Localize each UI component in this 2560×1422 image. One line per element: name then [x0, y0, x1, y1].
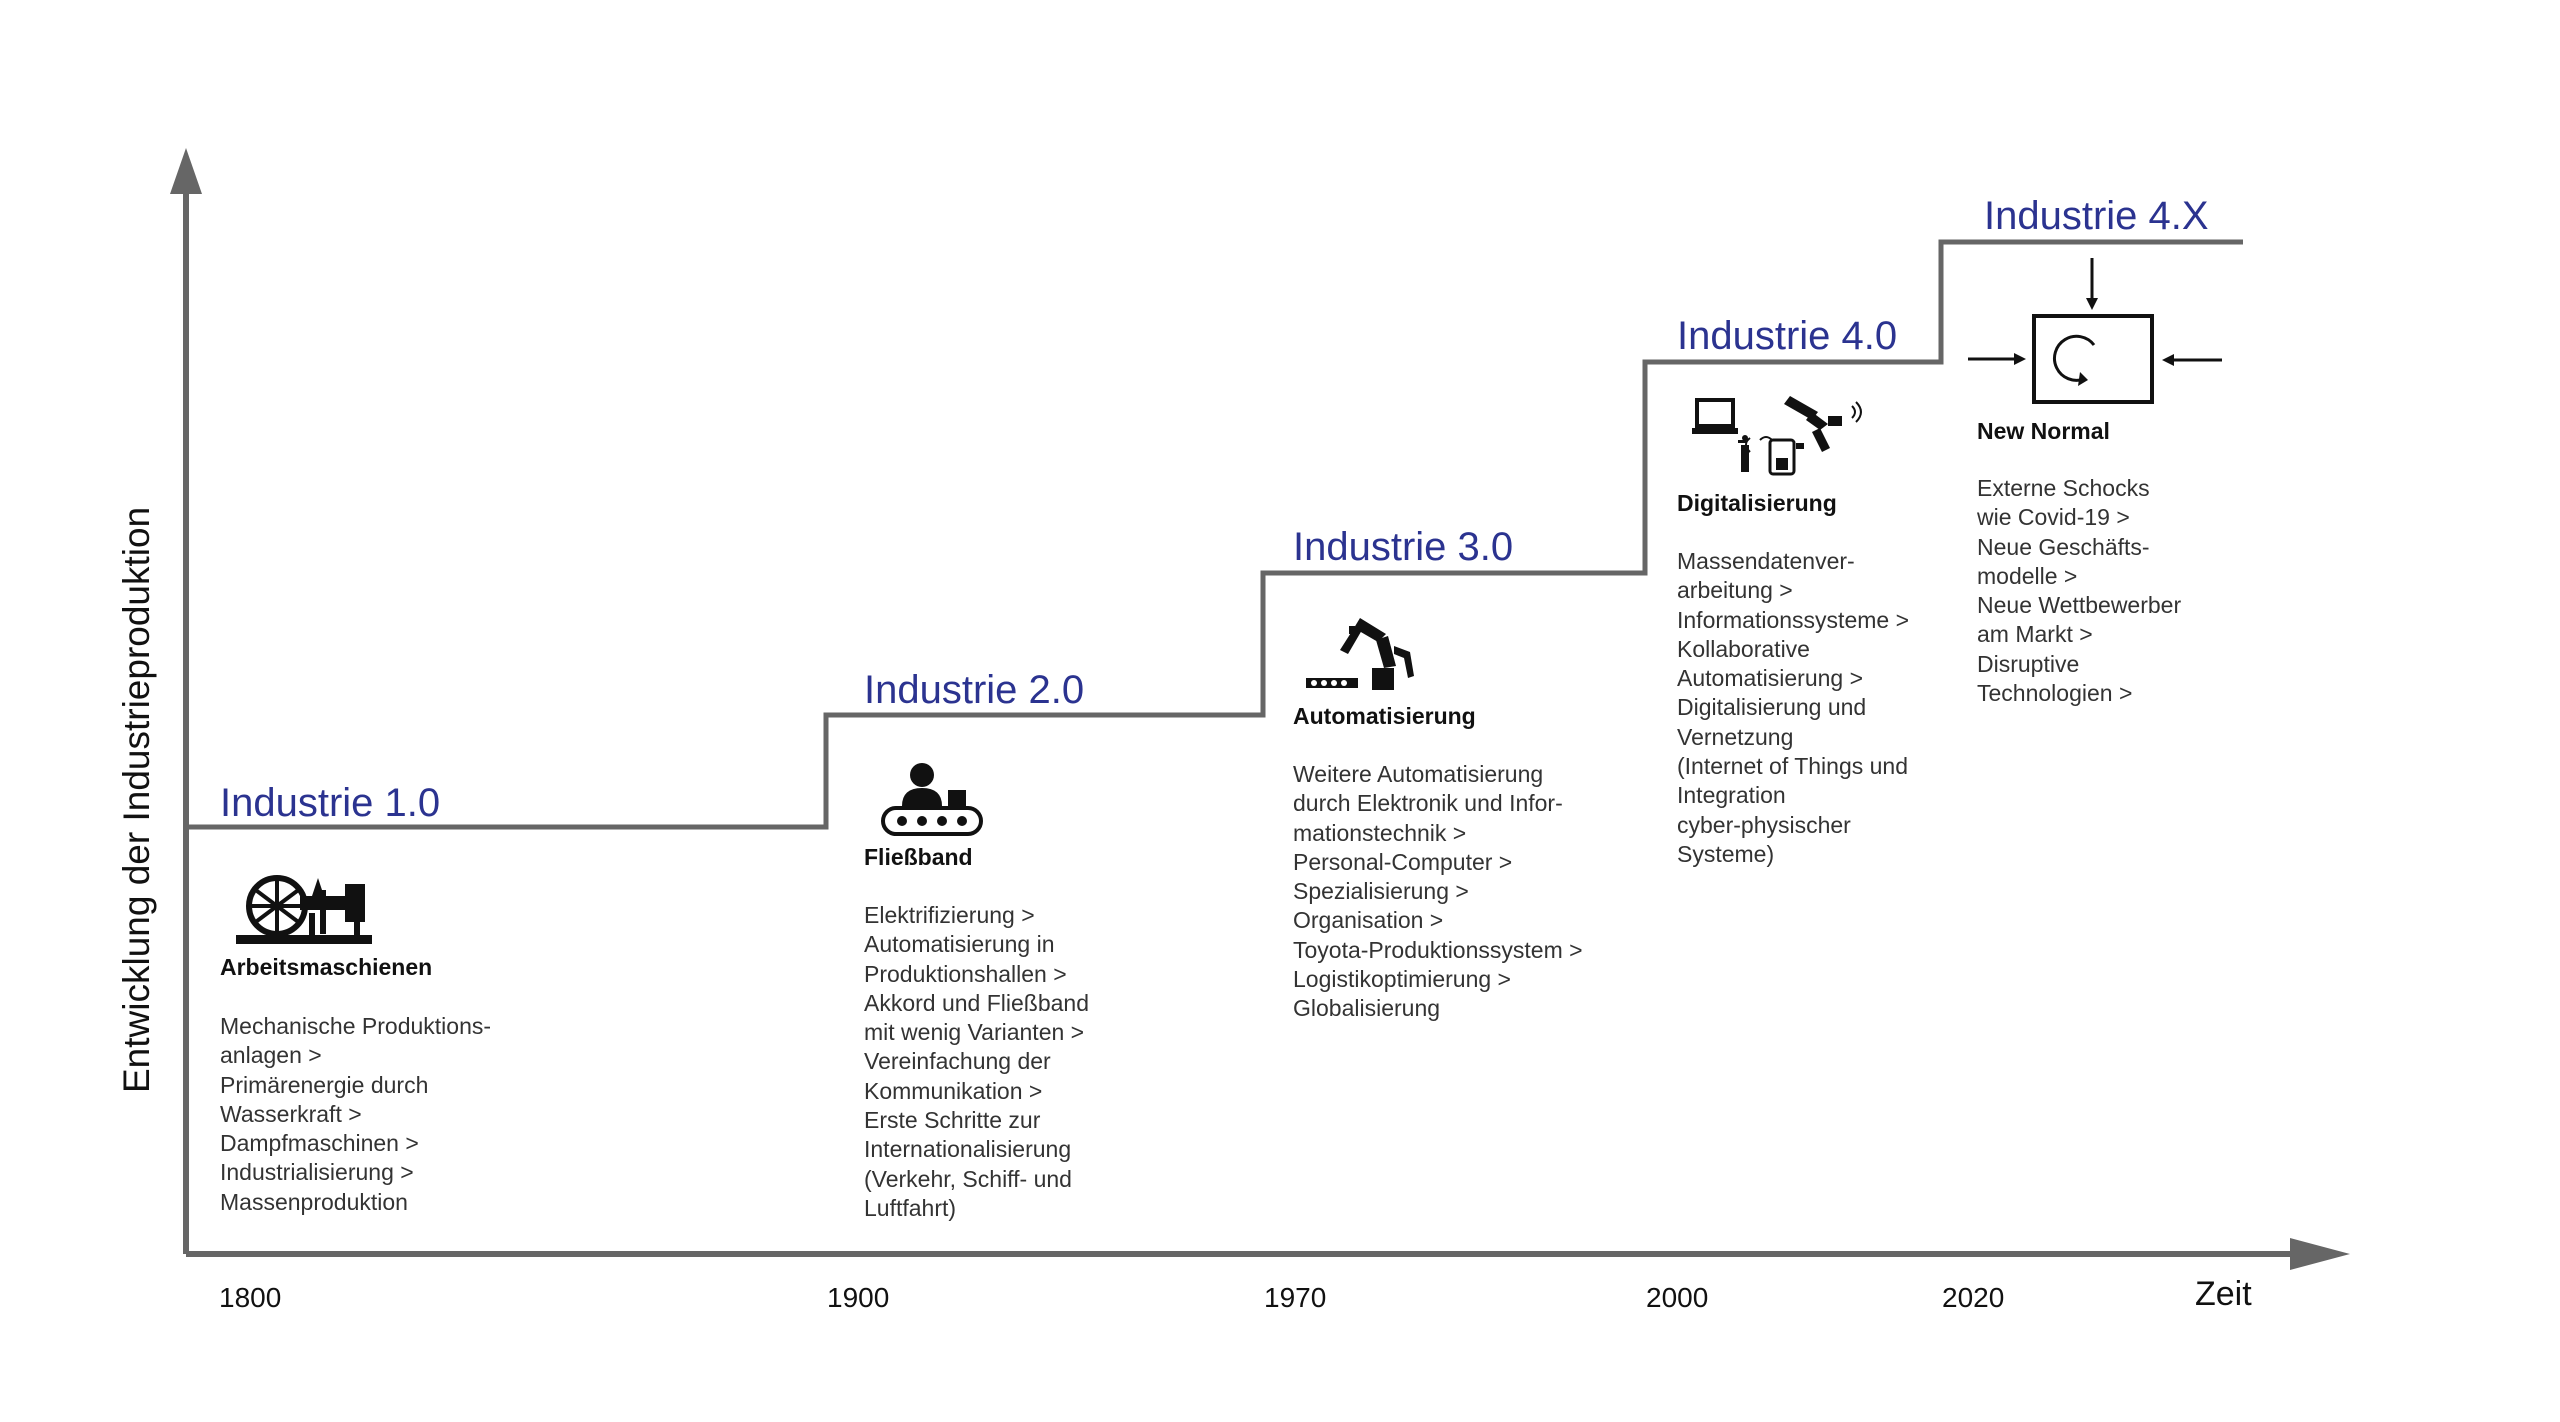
desc-line: Mechanische Produktions-: [220, 1013, 492, 1039]
stage-title-industrie-3: Industrie 3.0: [1293, 525, 1514, 569]
desc-line: Globalisierung: [1293, 995, 1441, 1022]
year-2000: 2000: [1646, 1282, 1709, 1313]
desc-line: mationstechnik >: [1293, 819, 1467, 846]
x-axis-label: Zeit: [2195, 1275, 2252, 1313]
desc-line: Elektrifizierung >: [864, 902, 1035, 928]
desc-line: Systeme): [1677, 840, 1775, 867]
desc-line: Neue Geschäfts-: [1977, 533, 2150, 560]
year-1800: 1800: [219, 1282, 282, 1313]
desc-line: Vernetzung: [1677, 723, 1794, 750]
desc-line: Neue Wettbewerber: [1977, 592, 2182, 619]
desc-line: Akkord und Fließband: [864, 989, 1090, 1016]
y-axis-arrow: [170, 148, 202, 194]
stage-title-industrie-4: Industrie 4.0: [1677, 314, 1898, 358]
desc-line: Weitere Automatisierung: [1293, 761, 1544, 787]
stage-label-digitalisierung: Digitalisierung: [1677, 490, 1837, 516]
desc-line: Wasserkraft >: [220, 1100, 362, 1127]
desc-line: Kollaborative: [1677, 635, 1810, 662]
stage-description-3: Weitere Automatisierung durch Elektronik…: [1293, 760, 1583, 1024]
staircase-line: [186, 239, 2243, 830]
year-1970: 1970: [1264, 1282, 1327, 1313]
desc-line: Luftfahrt): [864, 1194, 957, 1221]
desc-line: Externe Schocks: [1977, 475, 2150, 501]
stage-label-fliessband: Fließband: [864, 844, 973, 870]
stage-description-1: Mechanische Produktions- anlagen > Primä…: [220, 1012, 491, 1217]
desc-line: Primärenergie durch: [220, 1071, 429, 1098]
desc-line: Integration: [1677, 782, 1786, 809]
desc-line: Personal-Computer >: [1293, 848, 1513, 875]
desc-line: Kommunikation >: [864, 1077, 1043, 1104]
desc-line: cyber-physischer: [1677, 811, 1851, 838]
desc-line: Vereinfachung der: [864, 1048, 1051, 1075]
desc-line: Dampfmaschinen >: [220, 1130, 419, 1157]
robot-arm-icon: [1306, 618, 1414, 690]
desc-line: mit wenig Varianten >: [864, 1019, 1085, 1046]
desc-line: anlagen >: [220, 1042, 322, 1069]
stage-title-industrie-2: Industrie 2.0: [864, 668, 1085, 712]
desc-line: wie Covid-19 >: [1977, 504, 2130, 531]
desc-line: (Verkehr, Schiff- und: [864, 1165, 1072, 1192]
stage-description-5: Externe Schocks wie Covid-19 > Neue Gesc…: [1977, 474, 2181, 708]
desc-line: arbeitung >: [1677, 577, 1793, 604]
conveyor-belt-icon: [881, 763, 983, 836]
desc-line: Industrialisierung >: [220, 1159, 414, 1186]
desc-line: Digitalisierung und: [1677, 694, 1867, 721]
year-1900: 1900: [827, 1282, 890, 1313]
desc-line: Automatisierung in: [864, 931, 1055, 958]
desc-line: Spezialisierung >: [1293, 878, 1469, 905]
stage-title-industrie-4x: Industrie 4.X: [1984, 194, 2209, 238]
desc-line: am Markt >: [1977, 621, 2093, 648]
external-shock-icon: [1968, 258, 2222, 404]
steam-engine-icon: [236, 875, 372, 944]
desc-line: Massendatenver-: [1677, 548, 1855, 574]
stage-description-2: Elektrifizierung > Automatisierung in Pr…: [864, 901, 1089, 1223]
desc-line: (Internet of Things und: [1677, 753, 1908, 780]
desc-line: Produktionshallen >: [864, 960, 1067, 987]
desc-line: Erste Schritte zur: [864, 1107, 1041, 1134]
stage-title-industrie-1: Industrie 1.0: [220, 781, 441, 825]
desc-line: Disruptive: [1977, 650, 2080, 677]
y-axis-label: Entwicklung der Industrieproduktion: [116, 506, 157, 1093]
x-axis-arrow: [2290, 1238, 2350, 1270]
desc-line: Toyota-Produktionssystem >: [1293, 936, 1583, 963]
stage-label-new-normal: New Normal: [1977, 418, 2110, 444]
desc-line: modelle >: [1977, 562, 2078, 589]
stage-description-4: Massendatenver- arbeitung > Informations…: [1677, 547, 1909, 869]
stage-label-arbeitsmaschienen: Arbeitsmaschienen: [220, 954, 433, 980]
desc-line: Logistikoptimierung >: [1293, 966, 1511, 993]
desc-line: Internationalisierung: [864, 1136, 1072, 1163]
digital-devices-icon: [1692, 396, 1862, 476]
desc-line: Informationssysteme >: [1677, 606, 1910, 633]
desc-line: Technologien >: [1977, 680, 2133, 707]
desc-line: Organisation >: [1293, 907, 1444, 934]
year-2020: 2020: [1942, 1282, 2005, 1313]
desc-line: Massenproduktion: [220, 1188, 408, 1215]
desc-line: Automatisierung >: [1677, 665, 1864, 692]
stage-label-automatisierung: Automatisierung: [1293, 703, 1476, 729]
desc-line: durch Elektronik und Infor-: [1293, 790, 1563, 817]
